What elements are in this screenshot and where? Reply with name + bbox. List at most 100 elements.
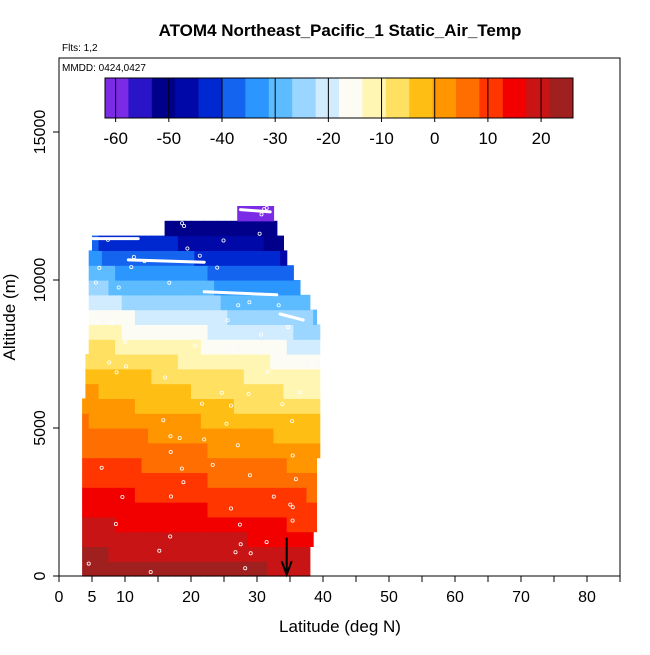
heatmap-cell xyxy=(240,309,248,325)
heatmap-cell xyxy=(240,250,248,266)
colorbar: -60 -50 -40 -30 -20 -10 0 10 20 xyxy=(103,77,574,148)
heatmap-cell xyxy=(128,546,136,562)
heatmap-cell xyxy=(167,502,176,518)
heatmap-cell xyxy=(115,265,123,281)
heatmap-cell xyxy=(243,235,251,251)
heatmap-cell xyxy=(115,250,123,266)
heatmap-cell xyxy=(121,324,129,340)
heatmap-cell xyxy=(101,324,110,340)
heatmap-cell xyxy=(227,265,235,281)
heatmap-cell xyxy=(240,280,248,296)
heatmap-cell xyxy=(128,502,136,518)
heatmap-cell xyxy=(293,398,301,414)
heatmap-cell xyxy=(306,502,314,518)
heatmap-cell xyxy=(253,516,261,533)
heatmap-cell xyxy=(134,265,143,281)
heatmap-cell xyxy=(161,472,169,488)
sample-marker xyxy=(179,466,184,471)
heatmap-cell xyxy=(121,339,129,355)
heatmap-cell xyxy=(293,324,301,340)
heatmap-cell xyxy=(286,280,294,296)
heatmap-cell xyxy=(88,546,96,562)
heatmap-cell xyxy=(247,309,255,325)
heatmap-cell xyxy=(253,442,261,459)
heatmap-cell xyxy=(187,265,195,281)
heatmap-cell xyxy=(181,442,189,459)
heatmap-cell xyxy=(220,457,228,473)
sample-marker xyxy=(219,390,224,395)
heatmap-cell xyxy=(220,265,228,281)
heatmap-cell xyxy=(148,280,156,296)
heatmap-cell xyxy=(227,294,235,311)
heatmap-cell xyxy=(210,354,218,370)
heatmap-cell xyxy=(171,235,179,251)
heatmap-cell xyxy=(95,324,103,340)
heatmap-cell xyxy=(181,324,189,340)
heatmap-cell xyxy=(270,368,278,385)
x-axis-label: Latitude (deg N) xyxy=(279,617,401,636)
sample-marker xyxy=(177,435,182,440)
heatmap-cell xyxy=(313,339,321,355)
heatmap-cell xyxy=(210,220,218,237)
heatmap-cell xyxy=(88,428,96,444)
heatmap-cell xyxy=(141,546,149,562)
heatmap-cell xyxy=(233,294,242,311)
heatmap-cell xyxy=(293,294,301,311)
heatmap-cell xyxy=(181,339,189,355)
colorbar-swatch xyxy=(339,78,363,118)
heatmap-cell xyxy=(280,294,288,311)
heatmap-cell xyxy=(224,220,232,237)
heatmap-cell xyxy=(306,294,311,311)
heatmap-cell xyxy=(250,206,258,222)
heatmap-cell xyxy=(286,472,294,488)
heatmap-cell xyxy=(227,546,235,562)
heatmap-cell xyxy=(82,487,90,503)
heatmap-cell xyxy=(240,442,248,459)
heatmap-cell xyxy=(95,413,103,429)
heatmap-cell xyxy=(128,324,136,340)
heatmap-cell xyxy=(82,516,90,533)
heatmap-cell xyxy=(207,250,215,266)
heatmap-cell xyxy=(227,398,235,414)
heatmap-cell xyxy=(85,368,93,385)
heatmap-cell xyxy=(306,339,314,355)
heatmap-cell xyxy=(148,546,156,562)
sample-marker xyxy=(185,246,190,251)
heatmap-cell xyxy=(121,250,129,266)
heatmap-cell xyxy=(293,516,301,533)
plot-frame xyxy=(58,57,621,577)
heatmap-cell xyxy=(286,457,294,473)
heatmap-cell xyxy=(177,368,185,385)
heatmap-cell xyxy=(286,265,294,281)
heatmap-cell xyxy=(200,265,209,281)
heatmap-cell xyxy=(233,398,242,414)
heatmap-cell xyxy=(207,413,215,429)
heatmap-cell xyxy=(95,339,103,355)
heatmap-cell xyxy=(293,561,301,577)
heatmap-cell xyxy=(313,398,321,414)
heatmap-cell xyxy=(247,472,255,488)
heatmap-cell xyxy=(313,428,321,444)
heatmap-cell xyxy=(88,265,96,281)
colorbar-tick-label: -20 xyxy=(316,129,341,148)
heatmap-cell xyxy=(207,265,215,281)
heatmap-cell xyxy=(247,442,255,459)
heatmap-cell xyxy=(237,220,245,237)
heatmap-cell xyxy=(158,354,166,370)
heatmap-cell xyxy=(187,546,195,562)
heatmap-cell xyxy=(260,294,268,311)
heatmap-cell xyxy=(214,531,222,547)
heatmap-cell xyxy=(82,502,90,518)
heatmap-cell xyxy=(293,339,301,355)
heatmap-cell xyxy=(286,516,294,533)
heatmap-cell xyxy=(108,428,116,444)
heatmap-cell xyxy=(253,324,261,340)
heatmap-cell xyxy=(121,487,129,503)
heatmap-cell xyxy=(303,354,311,370)
heatmap-cell xyxy=(214,294,222,311)
heatmap-cell xyxy=(187,457,195,473)
heatmap-cell xyxy=(187,309,195,325)
heatmap-cell xyxy=(101,309,110,325)
colorbar-swatch xyxy=(385,78,410,118)
heatmap-cell xyxy=(148,250,156,266)
